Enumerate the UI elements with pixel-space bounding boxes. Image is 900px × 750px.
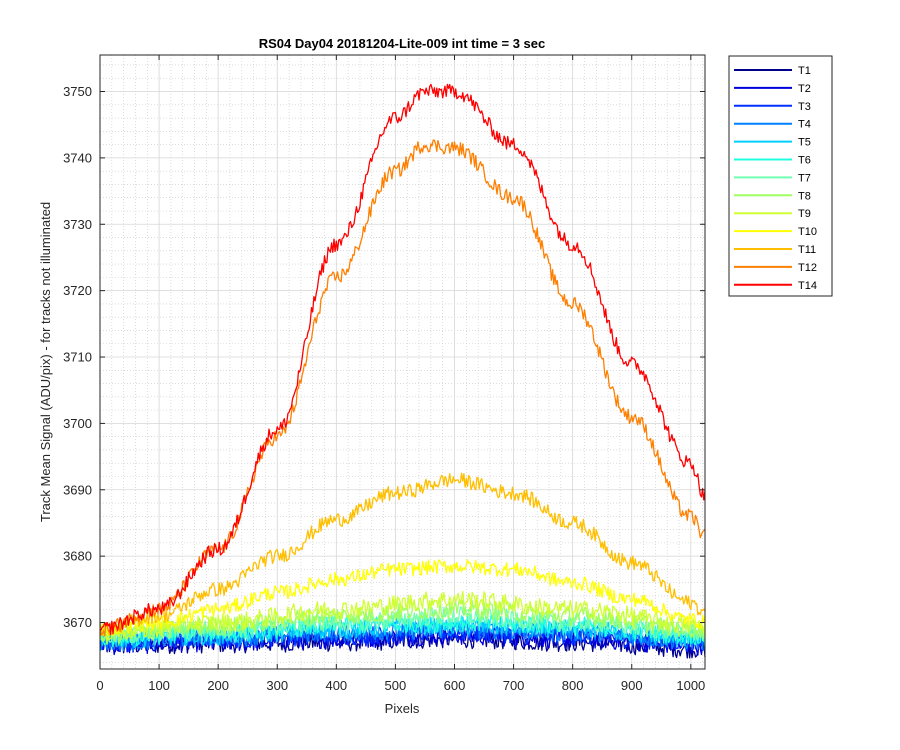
y-tick-label: 3700 xyxy=(63,416,92,431)
y-tick-label: 3710 xyxy=(63,350,92,365)
x-tick-label: 500 xyxy=(385,678,407,693)
minor-grid xyxy=(100,55,705,669)
x-tick-label: 700 xyxy=(503,678,525,693)
legend-label: T4 xyxy=(798,119,811,131)
y-axis-label: Track Mean Signal (ADU/pix) - for tracks… xyxy=(38,202,53,522)
legend-label: T10 xyxy=(798,226,817,238)
legend-label: T6 xyxy=(798,155,811,167)
plot-background xyxy=(100,55,705,669)
y-tick-label: 3670 xyxy=(63,615,92,630)
x-tick-label: 1000 xyxy=(676,678,705,693)
legend-label: T2 xyxy=(798,83,811,95)
legend-label: T14 xyxy=(798,280,817,292)
legend-label: T11 xyxy=(798,244,816,256)
legend: T1 T2 T3 T4 T5 T6 T7 T8 T9 T10 T11 T12 T14 xyxy=(728,55,833,297)
legend-label: T12 xyxy=(798,262,817,274)
series-line-t1 xyxy=(99,629,706,659)
x-axis-label: Pixels xyxy=(385,701,420,716)
y-axis-ticks: 3670 3680 3690 3700 3710 3720 3730 3740 3750 xyxy=(63,84,705,630)
legend-label: T8 xyxy=(798,190,811,202)
x-tick-label: 300 xyxy=(266,678,288,693)
x-tick-label: 800 xyxy=(562,678,584,693)
legend-label: T5 xyxy=(798,137,811,149)
legend-box xyxy=(728,55,833,297)
x-tick-label: 200 xyxy=(207,678,229,693)
chart-title: RS04 Day04 20181204-Lite-009 int time = … xyxy=(259,36,546,51)
legend-label: T1 xyxy=(798,65,811,77)
series-line-t11 xyxy=(99,472,706,637)
series-line-t8 xyxy=(99,599,706,645)
x-tick-label: 400 xyxy=(325,678,347,693)
x-tick-label: 900 xyxy=(621,678,643,693)
series-line-t9 xyxy=(99,590,706,642)
legend-label: T3 xyxy=(798,101,811,113)
series-line-t12 xyxy=(99,139,706,637)
plot-frame xyxy=(99,54,706,670)
series-layer xyxy=(99,83,706,659)
x-tick-label: 600 xyxy=(444,678,466,693)
y-tick-label: 3690 xyxy=(63,482,92,497)
series-line-t14 xyxy=(99,83,706,636)
y-tick-label: 3680 xyxy=(63,549,92,564)
y-tick-label: 3740 xyxy=(63,150,92,165)
x-tick-label: 0 xyxy=(96,678,103,693)
legend-label: T7 xyxy=(798,172,811,184)
x-tick-label: 100 xyxy=(148,678,170,693)
y-tick-label: 3750 xyxy=(63,84,92,99)
series-line-t10 xyxy=(99,559,706,637)
y-tick-label: 3720 xyxy=(63,283,92,298)
x-axis-ticks: 0 100 200 300 400 500 600 700 800 900 1000 xyxy=(96,55,705,693)
legend-label: T9 xyxy=(798,208,811,220)
y-tick-label: 3730 xyxy=(63,217,92,232)
